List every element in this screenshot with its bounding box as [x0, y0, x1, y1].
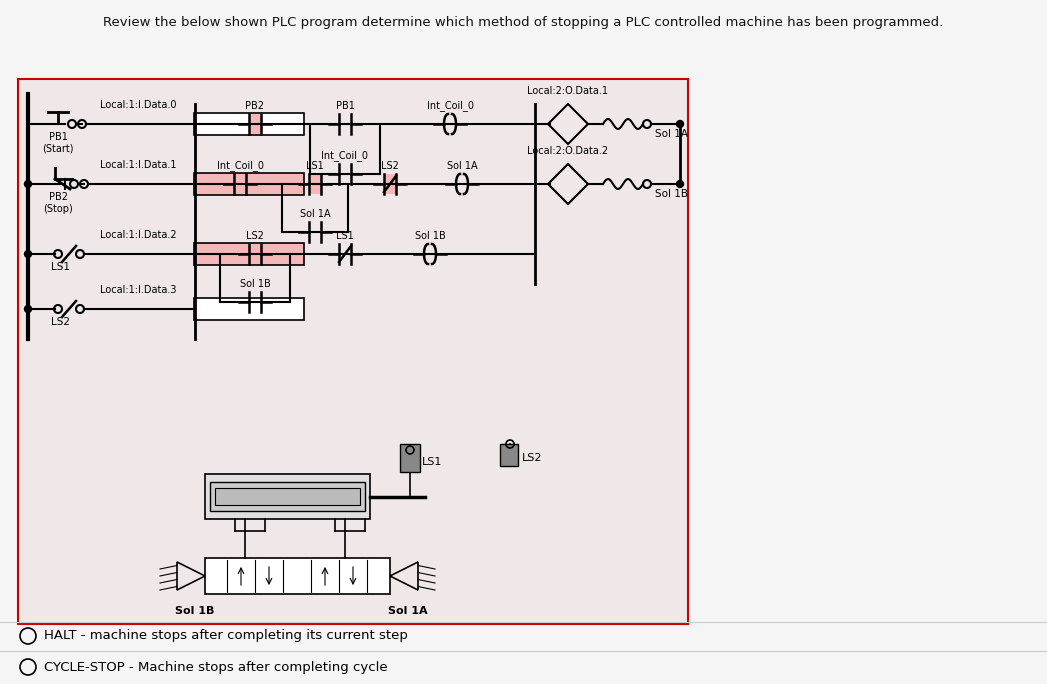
Text: Local:1:I.Data.0: Local:1:I.Data.0 [101, 100, 177, 110]
Bar [309, 174, 321, 194]
Text: Int_Coil_0: Int_Coil_0 [321, 150, 369, 161]
Text: Sol 1A: Sol 1A [388, 606, 428, 616]
Text: Sol 1B: Sol 1B [655, 189, 688, 199]
Text: LS1: LS1 [336, 231, 354, 241]
Circle shape [676, 120, 684, 127]
Text: PB2
(Stop): PB2 (Stop) [43, 192, 73, 213]
Text: Review the below shown PLC program determine which method of stopping a PLC cont: Review the below shown PLC program deter… [103, 16, 943, 29]
Bar [194, 298, 304, 320]
Bar [384, 174, 396, 194]
Bar [210, 482, 365, 511]
Text: Sol 1A: Sol 1A [299, 209, 330, 219]
Text: Sol 1A: Sol 1A [447, 161, 477, 171]
Circle shape [24, 181, 31, 187]
Circle shape [676, 181, 684, 187]
Bar [194, 173, 304, 195]
Text: Local:2:O.Data.1: Local:2:O.Data.1 [528, 86, 608, 96]
Text: PB2: PB2 [245, 101, 265, 111]
Text: Int_Coil_0: Int_Coil_0 [426, 100, 473, 111]
Text: LS2: LS2 [246, 231, 264, 241]
Text: Local:2:O.Data.2: Local:2:O.Data.2 [528, 146, 608, 156]
Circle shape [24, 306, 31, 313]
Text: Local:1:I.Data.3: Local:1:I.Data.3 [101, 285, 177, 295]
Text: Local:1:I.Data.2: Local:1:I.Data.2 [101, 230, 177, 240]
Bar [215, 488, 360, 505]
Text: Sol 1A: Sol 1A [655, 129, 688, 139]
Bar [500, 444, 518, 466]
Bar [205, 474, 370, 519]
Circle shape [24, 250, 31, 257]
Bar [400, 444, 420, 472]
Text: LS2: LS2 [381, 161, 399, 171]
Text: CYCLE-STOP - Machine stops after completing cycle: CYCLE-STOP - Machine stops after complet… [44, 661, 387, 674]
Text: Sol 1B: Sol 1B [415, 231, 445, 241]
Bar [205, 558, 389, 594]
Bar [194, 113, 304, 135]
Text: LS1: LS1 [422, 457, 443, 467]
FancyBboxPatch shape [18, 79, 688, 624]
Text: HALT - machine stops after completing its current step: HALT - machine stops after completing it… [44, 629, 408, 642]
Text: LS2: LS2 [522, 453, 542, 463]
Text: Sol 1B: Sol 1B [240, 279, 270, 289]
Text: Sol 1B: Sol 1B [175, 606, 215, 616]
Text: PB1
(Start): PB1 (Start) [42, 132, 73, 154]
Bar [194, 243, 304, 265]
Text: LS1: LS1 [306, 161, 324, 171]
Text: LS1: LS1 [50, 262, 69, 272]
Text: PB1: PB1 [335, 101, 355, 111]
Bar [249, 114, 261, 134]
Text: Int_Coil_0: Int_Coil_0 [217, 160, 264, 171]
Text: LS2: LS2 [50, 317, 69, 327]
Text: Local:1:I.Data.1: Local:1:I.Data.1 [101, 160, 177, 170]
